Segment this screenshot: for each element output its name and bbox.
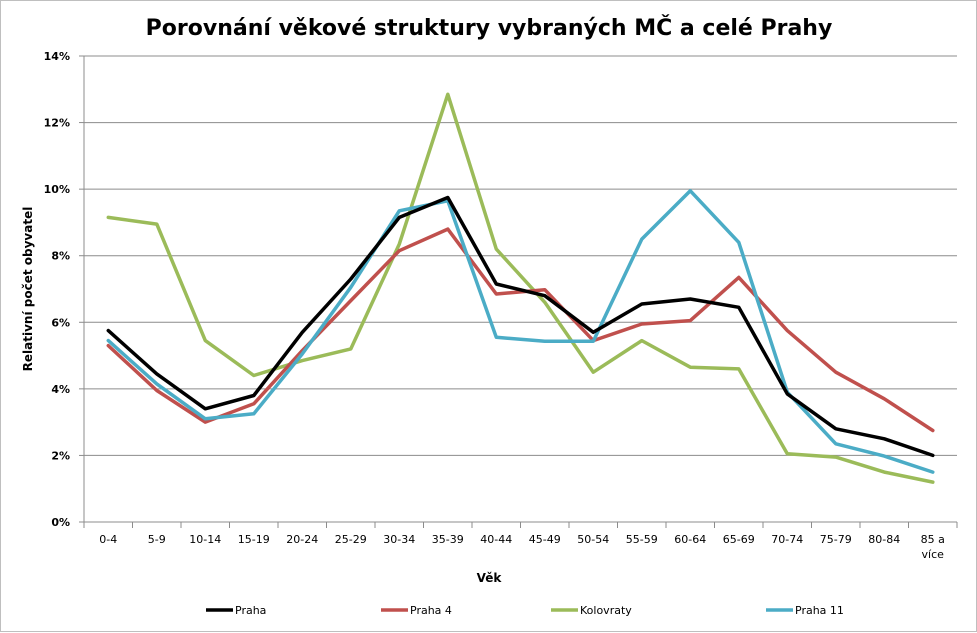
- x-tick-label: 70-74: [771, 533, 803, 546]
- x-tick-label: 5-9: [148, 533, 166, 546]
- gridlines: [84, 56, 957, 455]
- x-tick-label: 30-34: [383, 533, 415, 546]
- y-tick-label: 14%: [44, 50, 70, 63]
- x-tick-label: 60-64: [674, 533, 706, 546]
- chart-title: Porovnání věkové struktury vybraných MČ …: [146, 15, 833, 41]
- x-tick-label: 0-4: [99, 533, 117, 546]
- y-tick-label: 0%: [51, 516, 70, 529]
- legend-label: Praha 11: [795, 604, 844, 617]
- x-tick-labels: 0-4 5-9 10-14 15-19 20-24 25-29 30-34 35-39 40-4…: [99, 533, 945, 561]
- legend-label: Praha 4: [410, 604, 452, 617]
- x-tick-label: 10-14: [189, 533, 221, 546]
- x-tick-label: 75-79: [820, 533, 852, 546]
- legend: Praha Praha 4 Kolovraty Praha 11: [206, 604, 844, 617]
- y-tick-label: 2%: [51, 449, 70, 462]
- y-tick-label: 10%: [44, 183, 70, 196]
- y-tick-label: 6%: [51, 316, 70, 329]
- x-tick-label: 50-54: [577, 533, 609, 546]
- x-tick-label: 45-49: [529, 533, 561, 546]
- y-tick-label: 4%: [51, 383, 70, 396]
- x-tick-label: 40-44: [480, 533, 512, 546]
- series-line-praha-11: [108, 191, 933, 472]
- x-tick-label: 35-39: [432, 533, 464, 546]
- x-tick-label: 15-19: [238, 533, 270, 546]
- y-axis-label: Relativní počet obyvatel: [21, 207, 35, 372]
- y-tick-label: 12%: [44, 117, 70, 130]
- x-axis-label: Věk: [477, 571, 503, 585]
- legend-label: Kolovraty: [580, 604, 632, 617]
- x-tick-label: 25-29: [335, 533, 367, 546]
- series-lines: [108, 94, 933, 482]
- x-tick-label: 80-84: [868, 533, 900, 546]
- y-tick-label: 8%: [51, 250, 70, 263]
- x-tick-label: 65-69: [723, 533, 755, 546]
- y-tick-labels: 0% 2% 4% 6% 8% 10% 12% 14%: [44, 50, 70, 529]
- x-tick-label: 55-59: [626, 533, 658, 546]
- legend-label: Praha: [235, 604, 266, 617]
- x-tick-label: 20-24: [286, 533, 318, 546]
